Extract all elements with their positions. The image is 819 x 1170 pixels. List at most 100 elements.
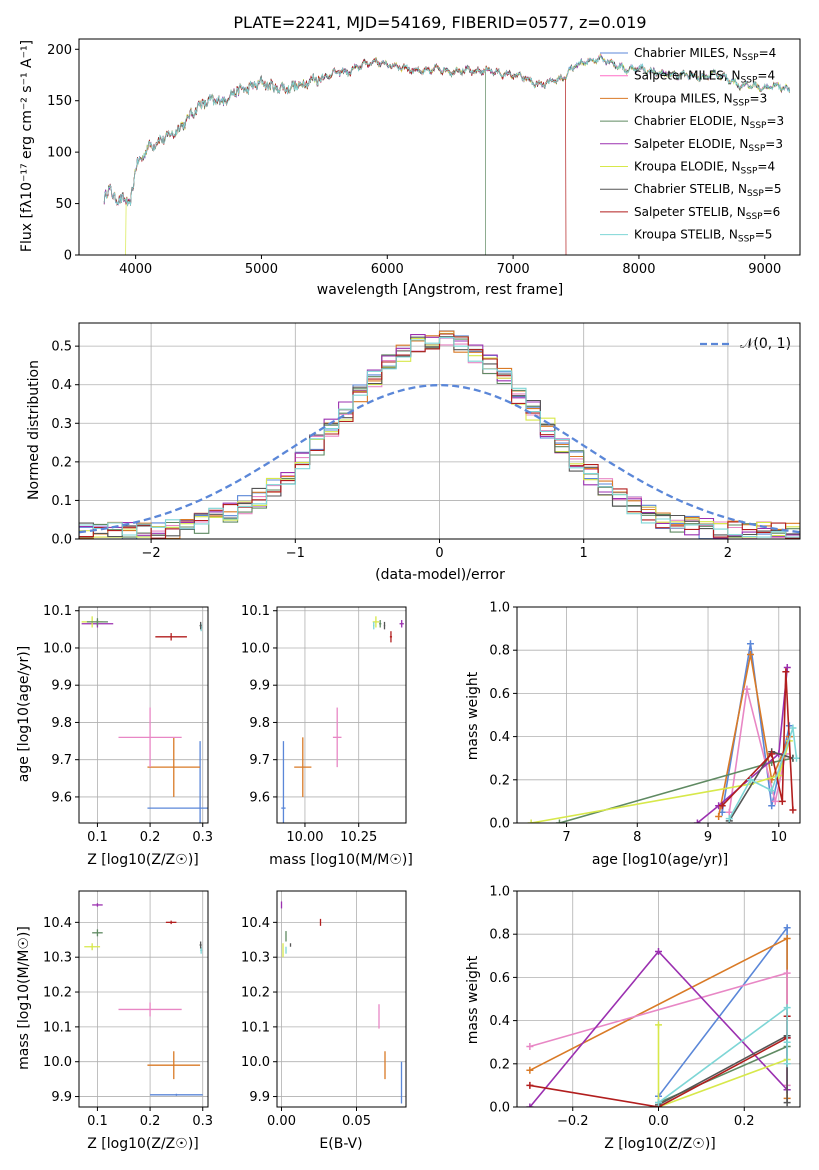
mw-age-marker — [555, 819, 563, 823]
spectrum-xtick-label: 8000 — [622, 262, 655, 277]
mw-age-series — [725, 685, 790, 816]
mw-age-marker — [789, 724, 797, 732]
mw-z-marker — [783, 1038, 791, 1046]
mw-z-ytick-label: 1.0 — [489, 885, 510, 900]
normal-legend-label: 𝒩(0, 1) — [740, 336, 791, 352]
legend-label-count: =3 — [766, 114, 784, 128]
mass-ebv-ytick-label: 10.1 — [241, 1020, 270, 1035]
mw-z-marker — [655, 1099, 662, 1107]
age-z-point — [147, 737, 201, 797]
residual-ytick-label: 0.5 — [51, 340, 72, 355]
mass-z-xlabel: Z [log10(Z/Z☉)] — [87, 1136, 199, 1152]
legend-label: Salpeter MILES, NSSP=4 — [634, 69, 775, 86]
age-z-ytick-label: 9.6 — [51, 790, 72, 805]
mw-age-ytick-label: 0.8 — [489, 644, 510, 659]
age-vs-mass-panel: mass [log10(M/M☉)] 10.00 10.25 9.6 9.7 9.8 9.… — [241, 604, 413, 868]
mw-age-ytick-label: 1.0 — [489, 601, 510, 616]
mw-age-marker — [792, 754, 800, 762]
legend-label-count: =4 — [757, 69, 775, 83]
mass-z-ytick-label: 9.9 — [51, 1090, 72, 1105]
legend-label-text: Salpeter MILES, N — [634, 69, 741, 83]
age-z-ytick-label: 10.0 — [43, 641, 72, 656]
legend-label: Chabrier STELIB, NSSP=5 — [634, 182, 782, 199]
mw-age-xtick-label: 9 — [704, 830, 712, 845]
mw-age-ytick-label: 0.4 — [489, 730, 510, 745]
mass-ebv-axes: 0.00 0.05 9.9 10.0 10.1 10.2 10.3 10.4 — [241, 891, 406, 1129]
mass-z-xtick-label: 0.2 — [140, 1114, 161, 1129]
mw-z-xlabel: Z [log10(Z/Z☉)] — [604, 1136, 716, 1152]
legend-label-text: Kroupa MILES, N — [634, 91, 733, 105]
mass-weight-vs-metallicity-panel: Z [log10(Z/Z☉)] mass weight −0.2 0.0 0.2 0.… — [465, 885, 801, 1152]
mw-z-xtick-label: 0.2 — [734, 1114, 755, 1129]
legend-label-count: =5 — [764, 182, 782, 196]
age-mass-point — [383, 621, 386, 630]
age-z-xtick-label: 0.3 — [192, 830, 213, 845]
mass-z-point — [118, 1002, 182, 1017]
legend-label-text: Chabrier STELIB, N — [634, 182, 747, 196]
mw-z-marker — [526, 1043, 534, 1051]
mw-age-ytick-label: 0.0 — [489, 817, 510, 832]
legend-label-sub: SSP — [738, 235, 755, 245]
mass-z-point — [199, 941, 202, 949]
mw-z-series — [655, 924, 791, 1100]
mw-age-frame — [516, 606, 801, 824]
mass-weight-vs-age-panel: age [log10(age/yr)] mass weight 7 8 9 10 0.0… — [465, 601, 801, 868]
mass-ebv-xlabel: E(B-V) — [319, 1136, 362, 1152]
age-mass-axes: 10.00 10.25 9.6 9.7 9.8 9.9 10.0 10.1 — [241, 604, 406, 845]
legend-label-sub: SSP — [746, 212, 763, 222]
mw-z-marker — [783, 924, 791, 932]
legend-label-text: Kroupa ELODIE, N — [634, 160, 741, 174]
legend-label-text: Salpeter ELODIE, N — [634, 137, 748, 151]
legend-label-sub: SSP — [741, 76, 758, 86]
age-mass-point — [332, 707, 342, 768]
mw-age-series — [725, 724, 800, 823]
mass-z-ytick-label: 10.2 — [43, 986, 72, 1001]
age-mass-ytick-label: 9.6 — [249, 790, 270, 805]
mw-age-marker — [718, 802, 726, 810]
legend-label: Kroupa STELIB, NSSP=5 — [634, 228, 772, 245]
age-mass-frame — [276, 606, 407, 824]
age-mass-ytick-label: 9.7 — [249, 753, 270, 768]
residual-xtick-label: −1 — [286, 546, 305, 561]
age-mass-xtick-label: 10.00 — [286, 830, 323, 845]
legend-label-sub: SSP — [741, 167, 758, 177]
mass-z-ytick-label: 10.4 — [43, 916, 72, 931]
residual-ylabel: Normed distribution — [26, 360, 42, 500]
mw-z-marker — [655, 1021, 662, 1029]
mw-age-marker — [746, 640, 754, 648]
spectrum-xlabel: wavelength [Angstrom, rest frame] — [317, 282, 563, 298]
age-z-ytick-label: 10.1 — [43, 604, 72, 619]
mw-z-line — [657, 1024, 788, 1107]
mw-age-marker — [783, 663, 791, 671]
age-z-ylabel: age [log10(age/yr)] — [16, 646, 32, 782]
mw-age-marker — [768, 750, 776, 758]
mw-z-marker — [783, 1099, 791, 1107]
mw-age-series — [718, 668, 797, 814]
legend-label: Chabrier ELODIE, NSSP=3 — [634, 114, 784, 131]
age-z-point — [155, 633, 187, 641]
age-vs-metallicity-panel: Z [log10(Z/Z☉)] age [log10(age/yr)] 0.1 0… — [16, 604, 213, 868]
mass-z-xtick-label: 0.1 — [87, 1114, 108, 1129]
mass-vs-metallicity-panel: Z [log10(Z/Z☉)] mass [log10(M/M☉)] 0.1 0.… — [16, 890, 213, 1152]
mw-z-marker — [783, 969, 791, 977]
mw-age-xtick-label: 8 — [633, 830, 641, 845]
residual-ytick-label: 0.1 — [51, 494, 72, 509]
mw-z-series — [655, 1032, 791, 1107]
legend-label-text: Kroupa STELIB, N — [634, 228, 738, 242]
mass-z-point — [84, 943, 101, 951]
legend-label-count: =5 — [755, 228, 773, 242]
spectrum-panel: PLATE=2241, MJD=54169, FIBERID=0577, z=0… — [19, 13, 801, 298]
spectrum-xtick-label: 7000 — [497, 262, 530, 277]
residual-xtick-label: 1 — [580, 546, 588, 561]
legend-label: Salpeter ELODIE, NSSP=3 — [634, 137, 783, 154]
residual-frame — [78, 322, 801, 540]
legend-label-count: =4 — [759, 46, 777, 60]
mass-z-point — [92, 929, 103, 937]
mw-z-marker — [783, 935, 791, 943]
legend-label-count: =3 — [765, 137, 783, 151]
residual-xtick-label: 2 — [724, 546, 732, 561]
mass-z-point — [165, 920, 177, 925]
legend-label-sub: SSP — [747, 189, 764, 199]
mw-age-line — [728, 688, 787, 813]
mw-age-marker — [768, 802, 776, 810]
